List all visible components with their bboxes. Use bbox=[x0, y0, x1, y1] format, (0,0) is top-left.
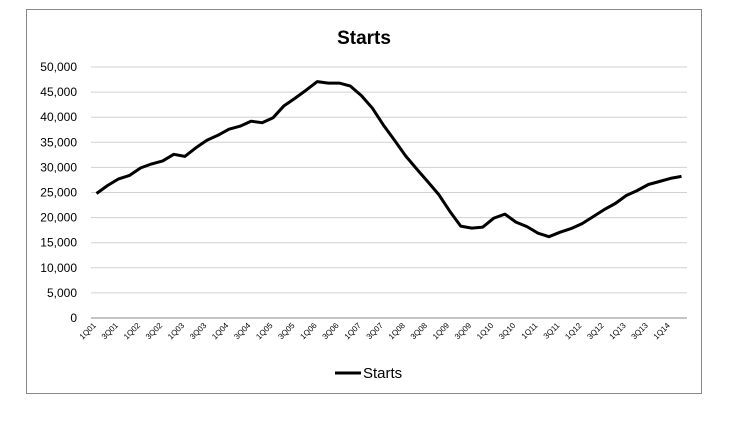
gridlines bbox=[91, 66, 687, 319]
y-tick-label: 15,000 bbox=[40, 236, 77, 250]
x-tick-label: 1Q06 bbox=[298, 321, 319, 342]
y-tick-label: 30,000 bbox=[40, 160, 77, 174]
x-tick-label: 1Q07 bbox=[343, 321, 364, 342]
x-tick-label: 1Q13 bbox=[608, 321, 629, 342]
y-tick-label: 10,000 bbox=[40, 261, 77, 275]
x-tick-label: 1Q03 bbox=[166, 321, 187, 342]
y-tick-label: 20,000 bbox=[40, 211, 77, 225]
y-axis-tick-labels: 0 5,000 10,000 15,000 20,000 25,000 30,000 35,0… bbox=[40, 60, 77, 325]
y-tick-label: 45,000 bbox=[40, 85, 77, 99]
legend: Starts bbox=[335, 365, 402, 382]
x-tick-label: 3Q03 bbox=[188, 321, 209, 342]
x-tick-label: 3Q04 bbox=[232, 321, 253, 342]
x-tick-label: 1Q12 bbox=[563, 321, 584, 342]
chart-frame: Starts 0 5,000 10,000 15,000 20,000 25,000 30,… bbox=[26, 9, 702, 394]
x-tick-label: 3Q06 bbox=[321, 321, 342, 342]
x-tick-label: 3Q09 bbox=[453, 321, 474, 342]
x-tick-label: 3Q12 bbox=[585, 321, 606, 342]
x-tick-label: 3Q08 bbox=[409, 321, 430, 342]
x-tick-label: 1Q09 bbox=[431, 321, 452, 342]
x-tick-label: 3Q11 bbox=[542, 321, 562, 341]
y-tick-label: 35,000 bbox=[40, 135, 77, 149]
x-tick-label: 1Q05 bbox=[254, 321, 275, 342]
y-tick-label: 0 bbox=[70, 311, 77, 325]
x-axis-tick-labels: 1Q01 3Q01 1Q02 3Q02 1Q03 3Q03 1Q04 3Q04 1Q05 3Q05… bbox=[78, 321, 673, 342]
x-tick-label: 3Q02 bbox=[144, 321, 165, 342]
x-tick-label: 1Q14 bbox=[652, 321, 673, 342]
line-chart: Starts 0 5,000 10,000 15,000 20,000 25,000 30,… bbox=[40, 28, 687, 382]
y-tick-label: 5,000 bbox=[47, 286, 77, 300]
legend-label-starts: Starts bbox=[363, 365, 402, 382]
y-tick-label: 50,000 bbox=[40, 60, 77, 74]
y-tick-label: 40,000 bbox=[40, 110, 77, 124]
x-tick-label: 1Q01 bbox=[78, 321, 99, 342]
x-tick-label: 1Q11 bbox=[520, 321, 540, 341]
x-tick-label: 1Q04 bbox=[210, 321, 231, 342]
series-layer bbox=[95, 80, 682, 239]
x-tick-label: 3Q01 bbox=[100, 321, 121, 342]
x-tick-label: 3Q13 bbox=[630, 321, 651, 342]
x-tick-label: 1Q10 bbox=[475, 321, 496, 342]
x-tick-label: 3Q05 bbox=[276, 321, 297, 342]
y-tick-label: 25,000 bbox=[40, 186, 77, 200]
x-tick-label: 1Q08 bbox=[387, 321, 408, 342]
series-line-starts bbox=[95, 80, 682, 239]
chart-title: Starts bbox=[337, 28, 391, 49]
x-tick-label: 3Q07 bbox=[365, 321, 386, 342]
x-tick-label: 3Q10 bbox=[497, 321, 518, 342]
x-tick-label: 1Q02 bbox=[122, 321, 143, 342]
